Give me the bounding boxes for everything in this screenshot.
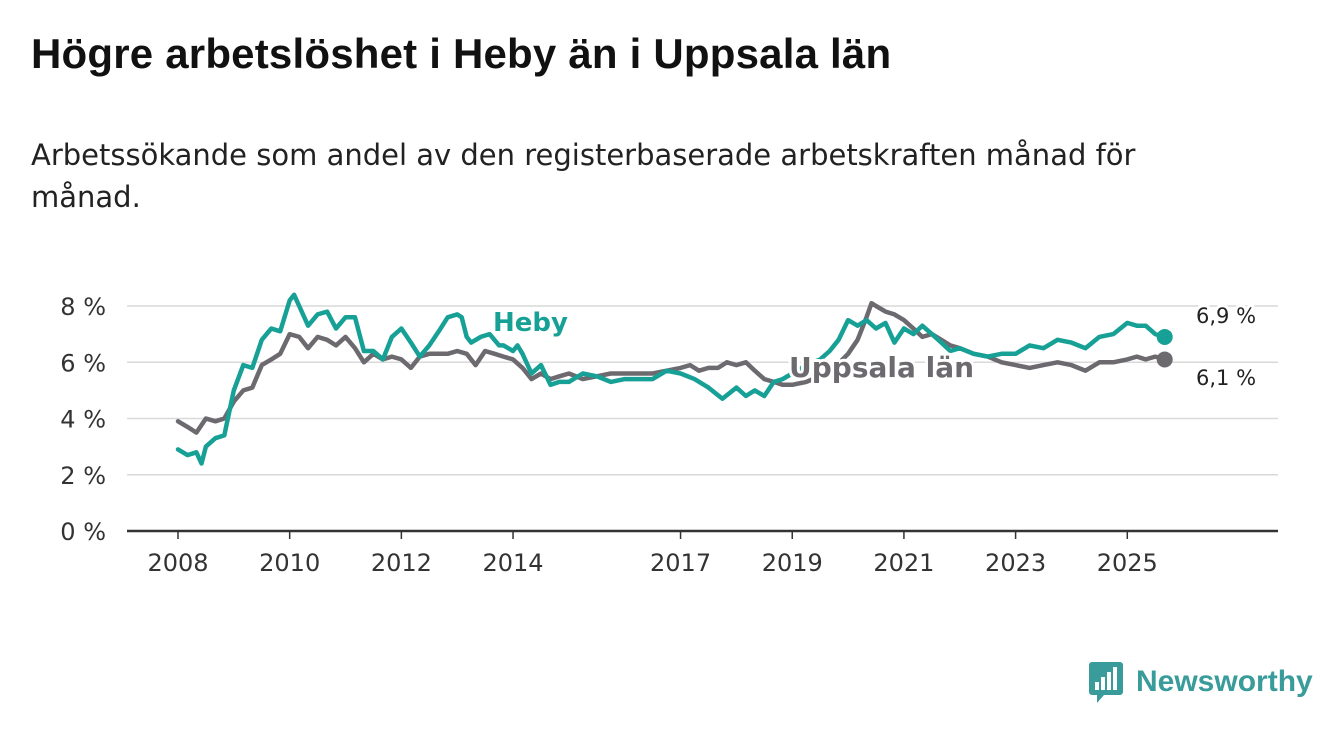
y-tick-label: 6 % [60,349,106,377]
end-point-uppsala [1156,351,1173,368]
brand-name: Newsworthy [1136,665,1313,698]
series-label-uppsala-halo: Uppsala län [789,351,974,384]
x-tick-label: 2014 [483,549,544,577]
series-label-heby-halo: Heby [493,308,568,338]
series-line-heby [175,292,1167,466]
series-label-uppsala: Uppsala län [789,351,974,384]
series-label-heby: Heby [493,308,568,338]
x-tick-label: 2008 [147,549,208,577]
end-point-heby [1156,328,1173,345]
newsworthy-logo: Newsworthy [1088,660,1313,704]
y-tick-label: 0 % [60,518,106,546]
end-label-heby-halo: 6,9 % [1196,304,1256,328]
series-lines [175,292,1173,466]
x-tick-label: 2012 [371,549,432,577]
y-tick-label: 8 % [60,293,106,321]
x-tick-label: 2021 [873,549,934,577]
y-tick-label: 4 % [60,406,106,434]
x-tick-label: 2010 [259,549,320,577]
x-tick-label: 2017 [650,549,711,577]
x-tick-label: 2019 [762,549,823,577]
line-chart: 0 % 2 % 4 % 6 % 8 % 2008 2010 2012 2014 2017 2019… [60,292,1278,577]
series-line-uppsala [175,300,1167,435]
gridlines [127,305,1278,533]
bar-chart-icon [1089,662,1123,703]
x-tick-label: 2023 [985,549,1046,577]
chart-title: Högre arbetslöshet i Heby än i Uppsala l… [31,30,892,77]
chart-subtitle: Arbetssökande som andel av den registerb… [31,138,1136,214]
x-axis-ticks: 2008 2010 2012 2014 2017 2019 2021 2023 2025 [147,531,1158,577]
end-label-heby: 6,9 % [1196,304,1256,328]
end-label-uppsala: 6,1 % [1196,366,1256,390]
x-tick-label: 2025 [1097,549,1158,577]
y-axis-ticks: 0 % 2 % 4 % 6 % 8 % [60,293,106,546]
y-tick-label: 2 % [60,462,106,490]
end-label-uppsala-halo: 6,1 % [1196,366,1256,390]
